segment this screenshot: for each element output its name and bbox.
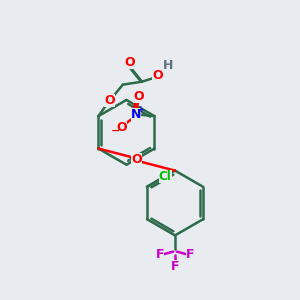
Text: O: O xyxy=(124,56,135,69)
Text: N: N xyxy=(131,108,141,121)
Text: F: F xyxy=(155,248,164,261)
Text: O: O xyxy=(104,94,115,107)
Text: F: F xyxy=(171,260,179,273)
Text: O: O xyxy=(116,121,127,134)
Text: O: O xyxy=(131,153,142,166)
Text: H: H xyxy=(162,59,173,72)
Text: +: + xyxy=(137,106,145,115)
Text: F: F xyxy=(186,248,195,261)
Text: −: − xyxy=(110,126,120,136)
Text: O: O xyxy=(133,90,144,103)
Text: O: O xyxy=(152,69,163,82)
Text: Cl: Cl xyxy=(159,170,172,183)
